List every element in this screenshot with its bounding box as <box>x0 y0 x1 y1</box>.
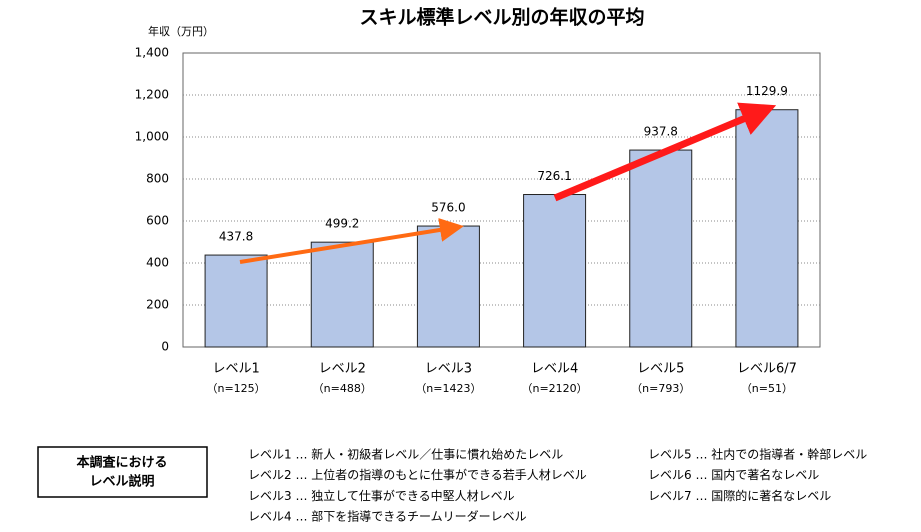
x-tick-note: （n=793） <box>631 382 690 395</box>
x-tick-label: レベル1 <box>212 362 259 377</box>
bar <box>523 194 587 348</box>
description-line: レベル1 … 新人・初級者レベル／仕事に慣れ始めたレベル <box>248 447 563 462</box>
value-label: 437.8 <box>219 230 253 244</box>
chart-title: スキル標準レベル別の年収の平均 <box>359 6 644 29</box>
description-heading: 本調査における <box>76 455 167 471</box>
x-tick-label: レベル5 <box>637 362 684 377</box>
x-tick-label: レベル6/7 <box>737 362 797 377</box>
y-axis-label: 年収（万円） <box>148 24 214 38</box>
x-tick-note: （n=1423） <box>415 382 481 395</box>
plot-frame <box>182 52 821 348</box>
value-label: 937.8 <box>644 125 678 139</box>
x-tick-note: （n=125） <box>206 382 265 395</box>
description-box <box>37 446 208 498</box>
x-tick-note: （n=51） <box>741 382 793 395</box>
description-line: レベル5 … 社内での指導者・幹部レベル <box>648 447 867 462</box>
description-line: レベル4 … 部下を指導できるチームリーダーレベル <box>248 509 527 524</box>
x-tick-note: （n=488） <box>313 382 372 395</box>
trend-arrow <box>553 102 777 202</box>
value-label: 576.0 <box>431 201 465 215</box>
bar <box>310 241 374 348</box>
x-tick-label: レベル3 <box>425 362 472 377</box>
y-tick-label: 800 <box>146 172 169 186</box>
y-tick-label: 400 <box>146 256 169 270</box>
bar <box>416 225 480 348</box>
description-heading: レベル説明 <box>89 474 154 490</box>
value-label: 726.1 <box>537 169 571 183</box>
x-tick-label: レベル4 <box>531 362 578 377</box>
x-tick-note: （n=2120） <box>521 382 587 395</box>
y-tick-label: 1,000 <box>135 130 169 144</box>
description-line: レベル7 … 国際的に著名なレベル <box>648 488 831 503</box>
y-tick-label: 1,400 <box>135 46 169 60</box>
bar <box>735 109 799 348</box>
y-tick-label: 600 <box>146 214 169 228</box>
bar <box>204 254 268 348</box>
description-line: レベル6 … 国内で著名なレベル <box>648 467 819 482</box>
description-line: レベル2 … 上位者の指導のもとに仕事ができる若手人材レベル <box>248 467 587 482</box>
value-label: 499.2 <box>325 217 359 231</box>
x-tick-label: レベル2 <box>319 362 366 377</box>
y-tick-label: 0 <box>161 340 169 354</box>
bar <box>629 149 693 348</box>
trend-arrow <box>239 218 464 264</box>
y-tick-label: 200 <box>146 298 169 312</box>
y-tick-label: 1,200 <box>135 88 169 102</box>
value-label: 1129.9 <box>746 84 788 98</box>
description-line: レベル3 … 独立して仕事ができる中堅人材レベル <box>248 488 515 503</box>
